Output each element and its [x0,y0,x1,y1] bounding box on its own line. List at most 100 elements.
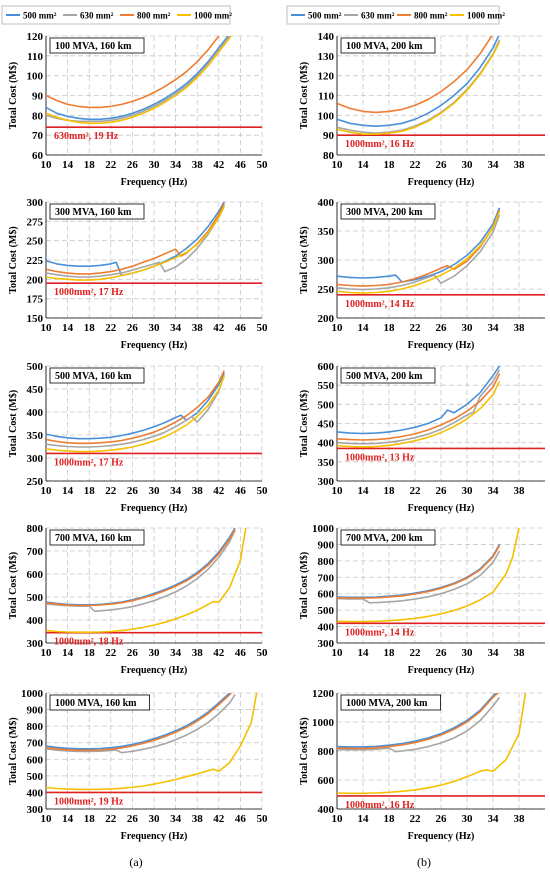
series-line [337,544,501,599]
x-tick-label: 30 [462,159,474,171]
y-axis-title: Total Cost (M$) [8,390,19,457]
panel-label: 700 MVA, 200 km [346,533,423,544]
x-tick-label: 22 [105,159,117,171]
x-tick-label: 34 [170,322,182,334]
series-line [337,39,501,134]
series-line [337,550,501,604]
x-tick-label: 18 [84,159,96,171]
x-tick-label: 30 [149,485,161,497]
chart-panel: 10 14 18 22 26 30 34 38 42 46 50 300 400 500 600 700 800… [8,523,268,676]
y-tick-label: 700 [318,572,335,584]
y-tick-label: 350 [318,457,335,469]
legend-box [286,5,500,25]
x-axis-title: Frequency (Hz) [408,177,475,188]
x-tick-label: 22 [410,485,422,497]
x-tick-label: 26 [436,485,448,497]
legend-label: 630 mm² [80,11,114,21]
series-line [337,36,500,127]
x-tick-label: 18 [384,485,396,497]
x-tick-label: 38 [514,813,526,825]
x-tick-label: 18 [84,813,96,825]
panel-label: 100 MVA, 160 km [55,41,132,52]
series-line [46,370,225,445]
y-tick-label: 500 [318,399,335,411]
chart-panel: 10 14 18 22 26 30 34 38 400 600 800 1000 1200 Frequen… [299,688,545,842]
series-line [337,693,500,750]
x-tick-label: 42 [213,647,225,659]
y-tick-label: 1200 [312,688,335,700]
x-tick-label: 38 [514,322,526,334]
y-tick-label: 300 [318,638,335,650]
panel-label-box [49,367,145,384]
chart-panel: 10 14 18 22 26 30 34 38 42 46 50 150 175 200 225 250 275… [8,197,268,351]
x-tick-label: 22 [410,647,422,659]
y-tick-label: 800 [27,523,44,535]
x-tick-label: 38 [192,485,204,497]
x-tick-label: 14 [62,159,74,171]
panel-label-box [49,37,145,54]
x-tick-label: 30 [149,647,161,659]
y-tick-label: 200 [27,274,44,286]
x-axis-title: Frequency (Hz) [121,177,188,188]
x-tick-label: 30 [149,159,161,171]
optimal-label: 1000mm², 14 Hz [345,627,415,638]
y-tick-label: 100 [27,71,44,83]
y-tick-label: 100 [318,110,335,122]
x-tick-label: 46 [235,813,247,825]
y-axis-title: Total Cost (M$) [299,62,310,129]
series-line [337,528,520,623]
y-tick-label: 130 [318,51,335,63]
y-tick-label: 450 [318,419,335,431]
x-tick-label: 10 [332,485,344,497]
series-line [46,36,231,123]
y-tick-label: 300 [318,476,335,488]
y-tick-label: 1000 [21,688,44,700]
y-tick-label: 300 [318,255,335,267]
series-group [46,528,247,633]
series-group [46,36,232,125]
series-line [46,36,230,121]
x-tick-label: 34 [170,485,182,497]
y-axis-title: Total Cost (M$) [8,62,19,129]
series-line [337,693,527,795]
x-axis-title: Frequency (Hz) [408,831,475,842]
x-tick-label: 38 [192,813,204,825]
x-tick-label: 26 [127,485,139,497]
series-line [46,36,232,125]
y-tick-label: 900 [27,705,44,717]
x-tick-label: 22 [410,813,422,825]
y-tick-label: 90 [32,91,44,103]
series-line [337,696,501,753]
y-tick-label: 600 [318,775,335,787]
series-line [337,214,501,291]
y-tick-label: 110 [27,51,43,63]
legend-label: 500 mm² [308,11,342,21]
y-tick-label: 80 [32,110,44,122]
legend-label: 800 mm² [137,11,171,21]
panel-label-box [49,203,145,220]
x-tick-label: 38 [192,159,204,171]
x-tick-label: 50 [257,647,269,659]
x-tick-label: 10 [332,813,344,825]
series-line [337,209,501,287]
y-tick-label: 1000 [312,717,335,729]
series-line [337,207,501,283]
x-tick-label: 38 [514,485,526,497]
y-tick-label: 70 [32,130,44,142]
optimal-label: 1000mm², 18 Hz [54,637,124,648]
x-tick-label: 14 [358,813,370,825]
x-tick-label: 42 [213,485,225,497]
legend-label: 1000 mm² [467,11,505,21]
series-group [337,207,501,294]
legend-label: 800 mm² [414,11,448,21]
chart-panel: 10 14 18 22 26 30 34 38 42 46 50 300 400 500 600 700 800… [8,688,268,842]
y-tick-label: 250 [27,476,44,488]
series-line [337,36,493,114]
x-tick-label: 18 [384,647,396,659]
y-axis-title: Total Cost (M$) [299,390,310,457]
x-tick-label: 34 [170,159,182,171]
x-tick-label: 10 [332,322,344,334]
x-tick-label: 42 [213,322,225,334]
y-tick-label: 700 [27,738,44,750]
chart-panel: 10 14 18 22 26 30 34 38 80 90 100 110 120 130 140 Frequ… [299,31,545,188]
